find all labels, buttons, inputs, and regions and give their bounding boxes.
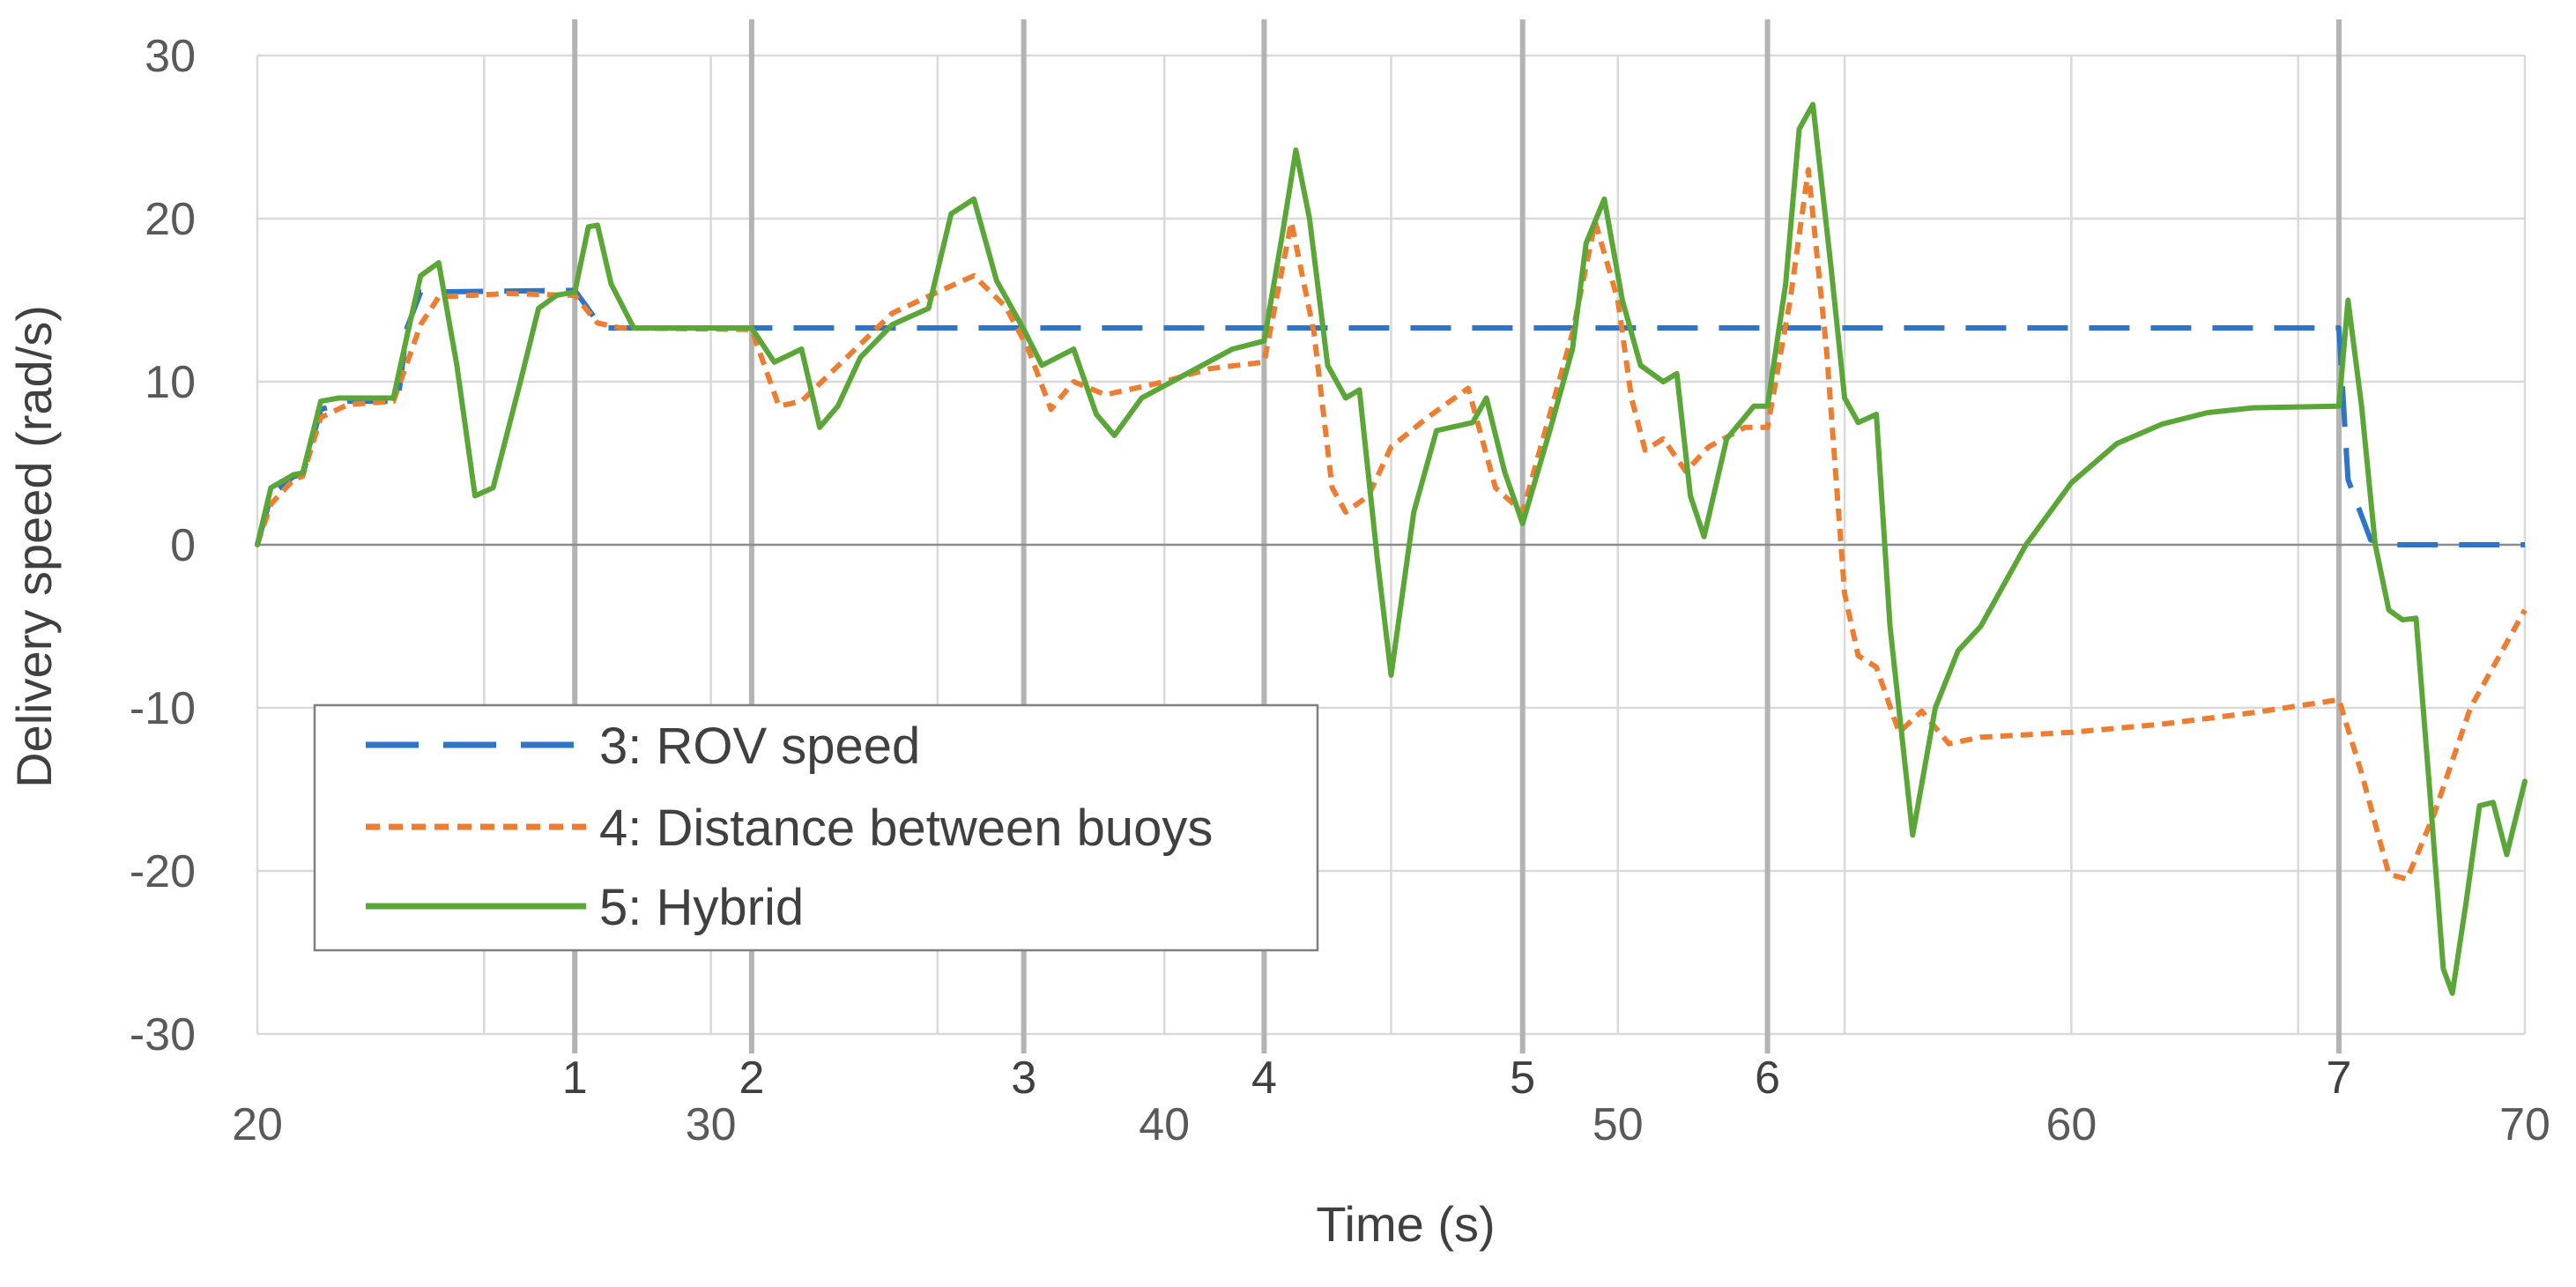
x-tick-label: 30 [686, 1099, 737, 1150]
y-axis-title: Delivery speed (rad/s) [6, 305, 62, 788]
x-axis-title: Time (s) [1316, 1196, 1495, 1252]
event-label: 3 [1011, 1053, 1036, 1104]
event-label: 5 [1510, 1053, 1535, 1104]
y-tick-label: 0 [170, 520, 196, 571]
axes: 30 20 10 0 -10 -20 -30 20 30 40 50 60 70 [130, 31, 2550, 1150]
y-tick-label: 30 [145, 31, 196, 82]
y-tick-label: 10 [145, 357, 196, 408]
y-tick-label: -20 [130, 846, 196, 897]
legend-label-rov-speed: 3: ROV speed [599, 718, 920, 775]
event-label: 1 [562, 1053, 588, 1104]
series-line-hybrid [255, 101, 2528, 996]
x-tick-label: 20 [232, 1099, 283, 1150]
x-tick-label: 70 [2499, 1099, 2550, 1150]
event-label: 2 [739, 1053, 764, 1104]
y-tick-label: -30 [130, 1009, 196, 1060]
x-tick-label: 50 [1592, 1099, 1644, 1150]
y-tick-label: 20 [145, 194, 196, 245]
series-lines [255, 101, 2528, 996]
y-tick-label: -10 [130, 683, 196, 734]
event-label: 4 [1251, 1053, 1277, 1104]
event-label: 7 [2327, 1053, 2352, 1104]
x-tick-label: 60 [2045, 1099, 2097, 1150]
x-tick-label: 40 [1139, 1099, 1190, 1150]
series-line-distance-between-buoys [255, 167, 2528, 882]
legend-label-distance-between-buoys: 4: Distance between buoys [599, 800, 1213, 857]
legend-label-hybrid: 5: Hybrid [599, 879, 804, 936]
legend: 3: ROV speed 4: Distance between buoys 5… [313, 703, 1319, 952]
event-label: 6 [1755, 1053, 1780, 1104]
